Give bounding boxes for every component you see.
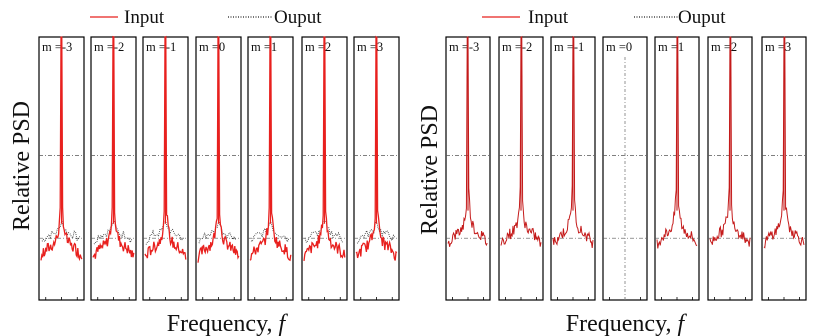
panel-m1: m =1 (654, 36, 700, 301)
legend-output-label-right: Ouput (678, 7, 726, 28)
left-legend: Input Ouput (90, 7, 322, 28)
panel-mneg1: m =-1 (550, 35, 596, 301)
right-x-axis-label-symbol: f (678, 311, 688, 336)
left-y-axis-label: Relative PSD (9, 101, 35, 231)
panel-label: m =-2 (94, 40, 124, 54)
left-x-axis-label-symbol: f (279, 311, 289, 336)
panel-label: m =-2 (502, 40, 532, 54)
panel-label: m =-3 (449, 40, 479, 54)
panel-m3: m =3 (353, 35, 400, 301)
right-panels: m =-3 m =-2 m =-1 m =0 m =1 m =2 m =3 (445, 35, 807, 301)
panel-label: m =-3 (42, 40, 72, 54)
left-figure: Input Ouput Relative PSD Frequency, f m … (9, 7, 400, 336)
panel-mneg2: m =-2 (498, 35, 544, 301)
output-spectrum (304, 220, 344, 244)
panel-mneg1: m =-1 (142, 35, 189, 301)
output-spectrum (145, 220, 185, 245)
panel-m3: m =3 (761, 36, 807, 301)
right-legend: Input Ouput (482, 7, 726, 28)
panel-m1: m =1 (247, 35, 294, 301)
output-spectrum (41, 219, 81, 243)
right-figure: Input Ouput Relative PSD Frequency, f m … (417, 7, 807, 336)
panel-mneg2: m =-2 (90, 35, 137, 301)
panel-mneg3: m =-3 (445, 36, 491, 301)
panel-mneg3: m =-3 (38, 36, 85, 301)
panel-frame (602, 36, 648, 301)
legend-input-label-right: Input (528, 7, 569, 28)
panel-m0: m =0 (195, 35, 242, 301)
right-x-axis-label-text: Frequency, (566, 311, 678, 336)
panel-label: m =2 (305, 40, 331, 54)
panel-label: m =0 (199, 40, 225, 54)
output-spectrum (250, 219, 290, 243)
panel-label: m =-1 (554, 40, 584, 54)
right-x-axis-label: Frequency, f (566, 311, 688, 336)
legend-input-label: Input (124, 7, 165, 28)
left-x-axis-label-text: Frequency, (167, 311, 279, 336)
left-panels: m =-3 m =-2 m =-1 m =0 m =1 m =2 m =3 (38, 35, 400, 301)
left-x-axis-label: Frequency, f (167, 311, 289, 336)
panel-label: m =1 (658, 40, 684, 54)
panel-label: m =3 (765, 40, 791, 54)
panel-label: m =-1 (146, 40, 176, 54)
panel-m0: m =0 (602, 36, 648, 301)
input-spectrum (92, 35, 135, 259)
panel-label: m =3 (357, 40, 383, 54)
output-spectrum (93, 220, 133, 245)
input-spectrum (552, 35, 594, 248)
right-y-axis-label: Relative PSD (417, 105, 443, 235)
panel-m2: m =2 (301, 36, 348, 301)
legend-output-label: Ouput (274, 7, 322, 28)
panel-m2: m =2 (707, 36, 753, 301)
panel-label: m =1 (251, 40, 277, 54)
panel-label: m =2 (711, 40, 737, 54)
panel-label: m =0 (606, 40, 632, 54)
